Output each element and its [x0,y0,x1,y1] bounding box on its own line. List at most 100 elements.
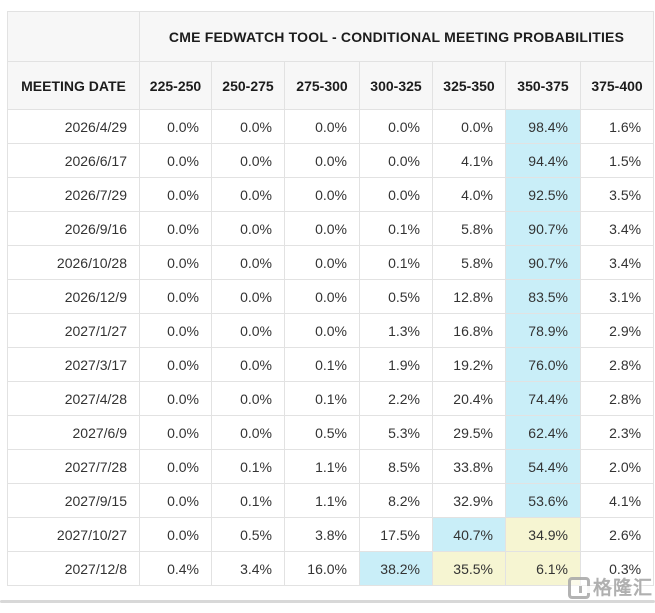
probability-cell: 3.4% [579,245,655,280]
probability-cell: 16.8% [432,313,506,348]
probability-cell: 34.9% [505,517,581,552]
probability-cell: 94.4% [505,143,581,178]
probability-cell: 92.5% [505,177,581,212]
probability-cell: 53.6% [505,483,581,518]
probability-cell: 0.1% [359,211,433,246]
table-row: 2026/12/9 0.0% 0.0% 0.0% 0.5% 12.8% 83.5… [7,279,655,314]
probability-cell: 6.1% [505,551,581,586]
table-row: 2027/10/27 0.0% 0.5% 3.8% 17.5% 40.7% 34… [7,517,655,552]
meeting-date-cell: 2026/6/17 [7,143,140,178]
probability-cell: 0.0% [211,415,285,450]
meeting-date-cell: 2026/9/16 [7,211,140,246]
probability-cell: 0.5% [284,415,360,450]
table-row: 2027/3/17 0.0% 0.0% 0.1% 1.9% 19.2% 76.0… [7,347,655,382]
probability-cell: 3.4% [211,551,285,586]
probability-cell: 0.0% [211,313,285,348]
probability-cell: 0.0% [284,211,360,246]
probability-cell: 1.1% [284,483,360,518]
probability-cell: 5.8% [432,211,506,246]
probability-cell: 2.0% [579,449,655,484]
probability-cell: 83.5% [505,279,581,314]
probability-cell: 0.0% [284,245,360,280]
probability-cell: 0.0% [359,143,433,178]
column-header-row: MEETING DATE 225-250 250-275 275-300 300… [7,61,655,110]
table-row: 2026/4/29 0.0% 0.0% 0.0% 0.0% 0.0% 98.4%… [7,109,655,144]
probability-cell: 4.0% [432,177,506,212]
title-row: CME FEDWATCH TOOL - CONDITIONAL MEETING … [7,11,655,62]
probability-cell: 2.9% [579,313,655,348]
probability-cell: 62.4% [505,415,581,450]
probability-cell: 3.5% [579,177,655,212]
probability-cell: 0.0% [139,279,212,314]
probability-cell: 2.6% [579,517,655,552]
meeting-date-cell: 2027/4/28 [7,381,140,416]
probability-cell: 0.0% [211,211,285,246]
probability-cell: 33.8% [432,449,506,484]
probability-cell: 35.5% [432,551,506,586]
probability-cell: 0.0% [139,347,212,382]
probability-cell: 0.0% [211,143,285,178]
probability-cell: 0.3% [579,551,655,586]
probability-cell: 38.2% [359,551,433,586]
probability-cell: 1.1% [284,449,360,484]
probability-cell: 0.0% [139,177,212,212]
meeting-date-cell: 2027/1/27 [7,313,140,348]
probability-cell: 0.0% [139,143,212,178]
probability-cell: 1.6% [579,109,655,144]
table-row: 2027/7/28 0.0% 0.1% 1.1% 8.5% 33.8% 54.4… [7,449,655,484]
probability-cell: 17.5% [359,517,433,552]
probability-cell: 19.2% [432,347,506,382]
fedwatch-probabilities-table: CME FEDWATCH TOOL - CONDITIONAL MEETING … [7,11,655,586]
probability-cell: 0.1% [359,245,433,280]
probability-cell: 76.0% [505,347,581,382]
probability-cell: 0.5% [359,279,433,314]
probability-cell: 0.0% [139,517,212,552]
table-row: 2027/6/9 0.0% 0.0% 0.5% 5.3% 29.5% 62.4%… [7,415,655,450]
meeting-date-cell: 2026/7/29 [7,177,140,212]
meeting-date-header: MEETING DATE [7,61,140,110]
probability-cell: 5.8% [432,245,506,280]
rate-range-header: 275-300 [284,61,360,110]
rate-range-header: 350-375 [505,61,581,110]
meeting-date-cell: 2027/3/17 [7,347,140,382]
bottom-scrollbar-track[interactable] [0,600,655,603]
probability-cell: 0.0% [139,211,212,246]
meeting-date-cell: 2027/12/8 [7,551,140,586]
probability-cell: 2.3% [579,415,655,450]
table-row: 2026/10/28 0.0% 0.0% 0.0% 0.1% 5.8% 90.7… [7,245,655,280]
probability-cell: 0.0% [139,381,212,416]
probability-cell: 54.4% [505,449,581,484]
rate-range-header: 375-400 [579,61,655,110]
probability-cell: 0.0% [139,245,212,280]
table-row: 2027/12/8 0.4% 3.4% 16.0% 38.2% 35.5% 6.… [7,551,655,586]
watermark-text: 格隆汇 [592,577,653,599]
probability-cell: 0.1% [284,347,360,382]
probability-cell: 78.9% [505,313,581,348]
probability-cell: 0.0% [432,109,506,144]
probability-cell: 3.4% [579,211,655,246]
probability-cell: 0.0% [139,415,212,450]
probability-cell: 4.1% [579,483,655,518]
probability-cell: 20.4% [432,381,506,416]
rate-range-header: 250-275 [211,61,285,110]
probability-cell: 0.0% [139,483,212,518]
meeting-date-cell: 2027/10/27 [7,517,140,552]
gelonghui-watermark: 格隆汇 [567,577,653,599]
meeting-date-cell: 2027/7/28 [7,449,140,484]
probability-cell: 8.2% [359,483,433,518]
probability-cell: 0.0% [359,177,433,212]
probability-cell: 0.1% [284,381,360,416]
probability-cell: 0.0% [284,177,360,212]
probability-cell: 0.0% [359,109,433,144]
probability-cell: 0.0% [284,109,360,144]
rate-range-header: 300-325 [359,61,433,110]
meeting-date-cell: 2026/4/29 [7,109,140,144]
probability-cell: 29.5% [432,415,506,450]
table-row: 2026/9/16 0.0% 0.0% 0.0% 0.1% 5.8% 90.7%… [7,211,655,246]
probability-cell: 1.3% [359,313,433,348]
probability-cell: 1.5% [579,143,655,178]
meeting-date-cell: 2026/12/9 [7,279,140,314]
meeting-date-cell: 2026/10/28 [7,245,140,280]
rate-range-header: 325-350 [432,61,506,110]
